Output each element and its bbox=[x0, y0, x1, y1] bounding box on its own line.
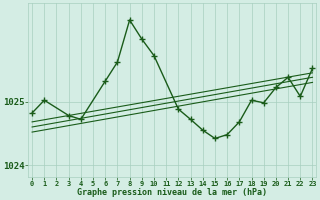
X-axis label: Graphe pression niveau de la mer (hPa): Graphe pression niveau de la mer (hPa) bbox=[77, 188, 267, 197]
